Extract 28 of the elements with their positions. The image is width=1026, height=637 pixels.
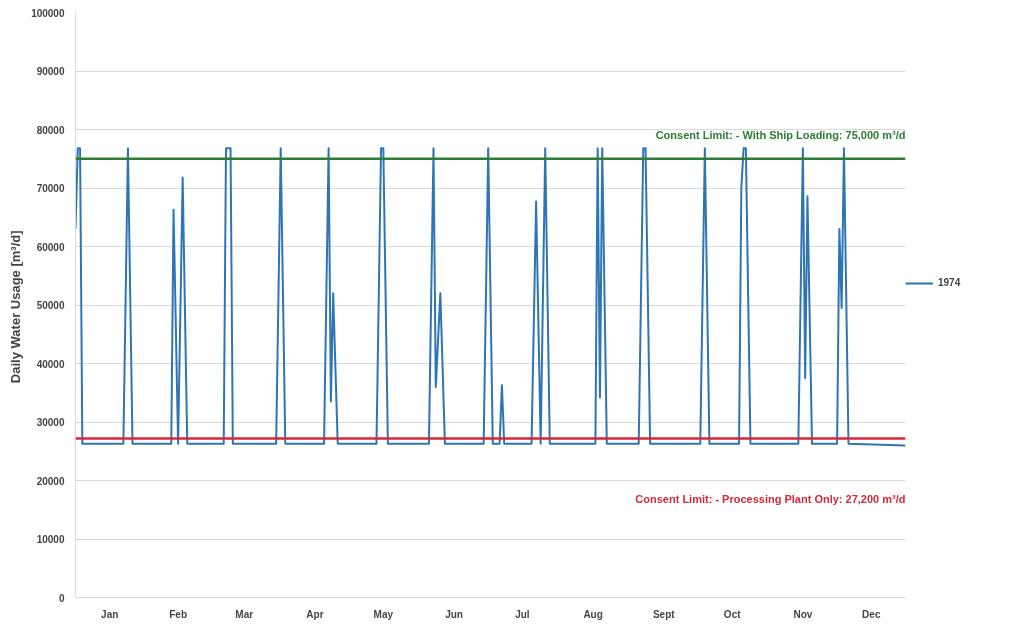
y-tick-label: 100000 (31, 7, 65, 19)
y-tick-label: 80000 (36, 124, 65, 136)
x-tick-label: Aug (583, 608, 603, 620)
y-tick-label: 50000 (36, 300, 65, 311)
x-tick-label: Jun (445, 608, 463, 620)
y-axis-title: Daily Water Usage [m³/d] (8, 230, 24, 384)
y-tick-label: 30000 (36, 417, 65, 428)
x-tick-label: Sept (652, 608, 676, 620)
x-tick-label: Mar (235, 608, 254, 620)
ref-line-label: Consent Limit: - Processing Plant Only: 27,200 m³/d (635, 493, 906, 506)
x-tick-label: Jul (515, 608, 530, 620)
x-tick-label: Oct (723, 608, 742, 620)
x-tick-label: Feb (169, 608, 187, 620)
y-tick-label: 70000 (36, 183, 65, 194)
y-tick-label: 0 (58, 592, 65, 604)
x-tick-label: May (373, 608, 394, 620)
x-tick-label: Apr (306, 608, 324, 620)
x-tick-label: Dec (862, 608, 881, 620)
line-series (75, 147, 906, 447)
x-tick-label: Nov (793, 608, 813, 620)
x-tick-label: Jan (101, 608, 119, 620)
ref-line-label: Consent Limit: - With Ship Loading: 75,000 m³/d (655, 128, 906, 141)
y-tick-label: 10000 (36, 534, 65, 545)
y-tick-label: 90000 (36, 66, 65, 77)
y-tick-label: 60000 (36, 241, 65, 253)
y-tick-label: 20000 (36, 475, 65, 487)
legend-label: 1974 (938, 277, 961, 288)
y-tick-label: 40000 (36, 358, 65, 370)
